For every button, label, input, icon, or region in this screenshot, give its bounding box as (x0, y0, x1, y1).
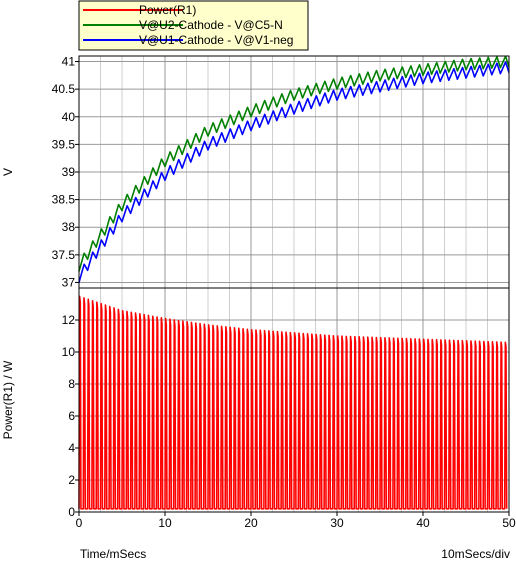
y-tick-label-voltage: 40.5 (52, 82, 76, 96)
y-tick-label-voltage: 38.5 (52, 193, 76, 207)
y-tick-label-power: 12 (62, 313, 76, 327)
x-tick-label: 10 (158, 516, 172, 530)
x-axis-label: Time/mSecs (80, 547, 146, 561)
y-tick-label-power: 8 (68, 377, 75, 391)
legend-label: V@U1-Cathode - V@V1-neg (139, 33, 293, 47)
y-tick-label-voltage: 39 (62, 165, 76, 179)
y-tick-label-power: 4 (68, 441, 75, 455)
y-tick-label-voltage: 37 (62, 275, 76, 289)
y-tick-label-voltage: 40 (62, 110, 76, 124)
legend-label: Power(R1) (139, 3, 196, 17)
series-line-voltage-0 (78, 55, 510, 272)
x-tick-label: 0 (76, 516, 83, 530)
y-tick-label-voltage: 39.5 (52, 137, 76, 151)
x-tick-label: 40 (416, 516, 430, 530)
x-scale-label: 10mSecs/div (441, 547, 510, 561)
y-axis-label-voltage: V (1, 168, 15, 176)
y-tick-label-voltage: 38 (62, 220, 76, 234)
x-tick-label: 20 (244, 516, 258, 530)
y-tick-label-power: 6 (68, 409, 75, 423)
y-axis-label-power: Power(R1) / W (1, 360, 15, 439)
series-line-power-0 (78, 295, 508, 510)
y-tick-label-voltage: 37.5 (52, 248, 76, 262)
x-tick-label: 30 (330, 516, 344, 530)
plot-border-power (78, 287, 510, 513)
y-tick-label-voltage: 41 (62, 55, 76, 69)
y-tick-label-power: 10 (62, 345, 76, 359)
y-tick-label-power: 0 (68, 505, 75, 519)
series-line-voltage-1 (78, 61, 510, 283)
x-tick-label: 50 (502, 516, 516, 530)
y-tick-label-power: 2 (68, 473, 75, 487)
legend-label: V@U2-Cathode - V@C5-N (139, 18, 283, 32)
